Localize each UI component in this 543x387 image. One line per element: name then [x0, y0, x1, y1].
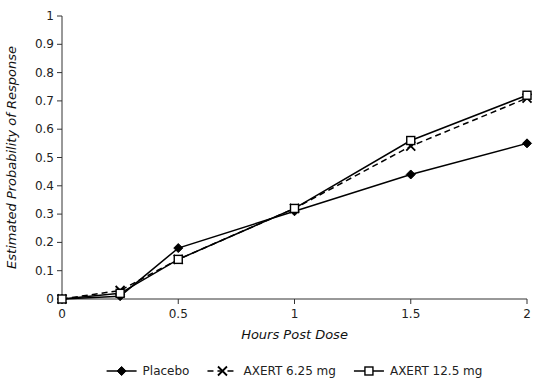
legend-item: AXERT 12.5 mg — [354, 364, 482, 378]
marker-diamond — [523, 139, 532, 148]
marker-square — [407, 137, 415, 145]
y-tick-label: 0.1 — [35, 264, 54, 278]
y-tick-label: 0.6 — [35, 122, 54, 136]
marker-x — [58, 295, 67, 304]
marker-square — [116, 289, 124, 297]
marker-diamond — [406, 170, 415, 179]
marker-diamond — [117, 367, 126, 376]
y-tick-label: 0.5 — [35, 151, 54, 165]
y-tick — [57, 185, 62, 186]
marker-x — [218, 367, 227, 376]
y-tick-label: 0.4 — [35, 179, 54, 193]
x-tick-label: 2 — [523, 307, 531, 321]
series — [58, 94, 532, 304]
y-tick-label: 0.7 — [35, 94, 54, 108]
x-tick — [527, 299, 528, 304]
y-tick — [57, 100, 62, 101]
x-tick — [294, 299, 295, 304]
series-line — [62, 98, 527, 299]
marker-square — [365, 367, 373, 375]
y-tick-label: 0 — [46, 292, 54, 306]
y-tick-label: 0.9 — [35, 37, 54, 51]
y-tick — [57, 129, 62, 130]
marker-square — [291, 204, 299, 212]
y-tick-label: 0.2 — [35, 235, 54, 249]
y-tick-label: 1 — [46, 9, 54, 23]
y-tick — [57, 270, 62, 271]
series-line — [62, 95, 527, 299]
marker-diamond — [58, 295, 67, 304]
y-tick-label: 0.3 — [35, 207, 54, 221]
plot-area — [58, 91, 532, 303]
y-tick — [57, 16, 62, 17]
x-tick — [410, 299, 411, 304]
x-tick-label: 0.5 — [169, 307, 188, 321]
marker-x — [290, 204, 299, 213]
marker-square — [523, 91, 531, 99]
marker-square — [58, 295, 66, 303]
legend-label: AXERT 12.5 mg — [390, 364, 482, 378]
x-tick-label: 1.5 — [401, 307, 420, 321]
chart: 0 0.5 1 1.5 2 0 0.1 0.2 0.3 0.4 0.5 0.6 0.7 0.8 0.9 1 Ho… — [0, 0, 543, 387]
legend-item: AXERT 6.25 mg — [207, 364, 335, 378]
legend-label: AXERT 6.25 mg — [243, 364, 335, 378]
legend-item: Placebo — [107, 364, 190, 378]
y-axis-label: Estimated Probability of Response — [4, 46, 19, 269]
legend-label: Placebo — [143, 364, 190, 378]
series — [58, 139, 532, 304]
y-tick — [57, 44, 62, 45]
y-tick-label: 0.8 — [35, 66, 54, 80]
marker-x — [174, 255, 183, 264]
y-tick — [57, 214, 62, 215]
series — [58, 91, 531, 303]
x-axis-label: Hours Post Dose — [241, 327, 348, 342]
marker-square — [174, 255, 182, 263]
y-tick — [57, 157, 62, 158]
axes: 0 0.5 1 1.5 2 0 0.1 0.2 0.3 0.4 0.5 0.6 0.7 0.8 0.9 1 — [35, 9, 531, 321]
x-tick — [178, 299, 179, 304]
y-tick — [57, 242, 62, 243]
marker-diamond — [174, 244, 183, 253]
series-line — [62, 143, 527, 299]
y-tick — [57, 72, 62, 73]
x-tick-label: 1 — [291, 307, 299, 321]
legend: Placebo AXERT 6.25 mg AXERT 12.5 mg — [107, 364, 483, 378]
x-tick-label: 0 — [58, 307, 66, 321]
